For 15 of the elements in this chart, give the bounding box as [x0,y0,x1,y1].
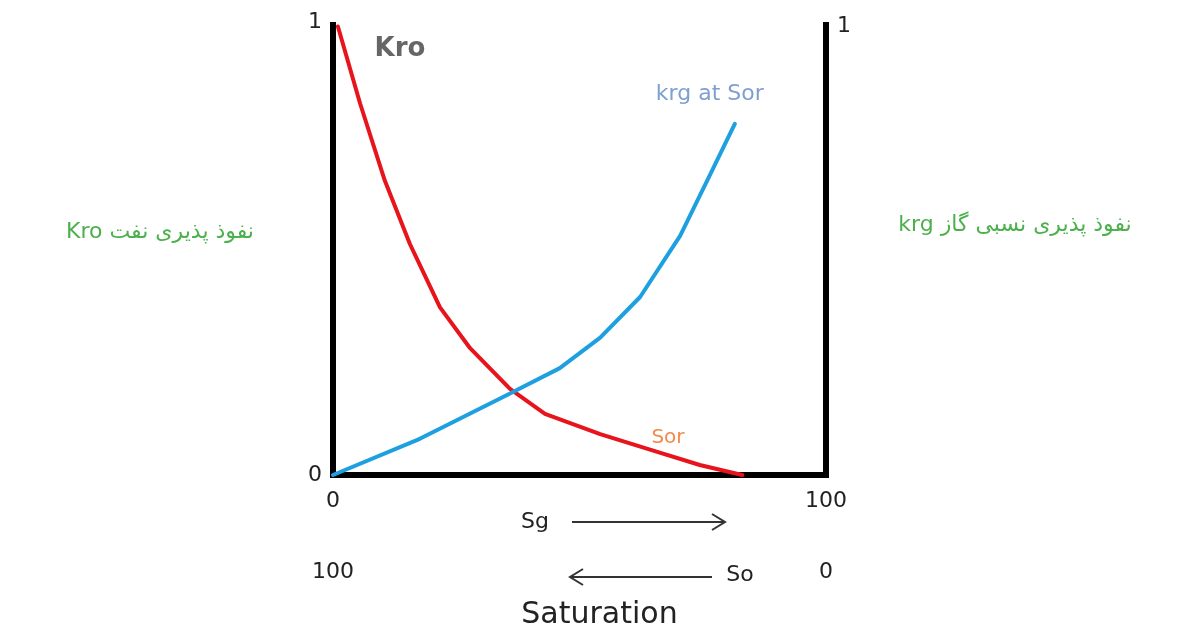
xtick: 0 [326,487,340,512]
xtick: 100 [805,487,847,512]
y-axis-title: نفوذ پذیری نفت Kro [66,218,254,244]
series-label: Kro [374,32,426,63]
text: So [726,561,754,586]
x-axis-title: Saturation [521,594,678,630]
text: Sg [521,508,549,533]
x2tick: 0 [819,558,833,583]
annotation: Sor [651,423,685,448]
ytick: 1 [308,8,322,33]
ytick: 0 [308,461,322,486]
x2tick: 100 [312,558,354,583]
annotation: 1 [837,12,851,37]
y2-axis-title: نفوذ پذیری نسبی گاز krg [898,211,1132,237]
series-label: krg at Sor [655,79,765,105]
